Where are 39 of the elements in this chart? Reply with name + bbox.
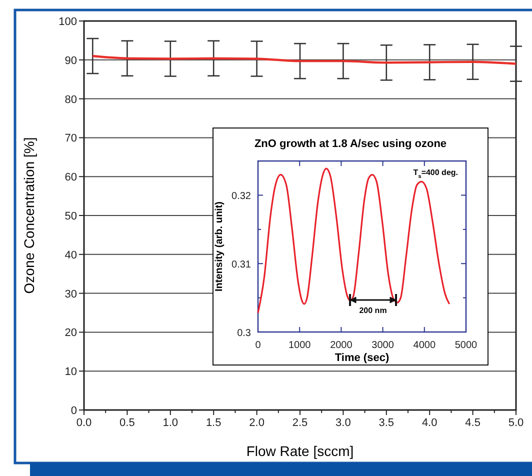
- annotation: 200 nm: [359, 306, 387, 315]
- x-tick-label: 4000: [413, 340, 436, 351]
- x-tick-label: 0.0: [76, 417, 92, 429]
- y-tick-label: 60: [64, 172, 77, 184]
- x-tick-label: 4.5: [465, 417, 480, 429]
- x-tick-label: 3.5: [378, 417, 394, 429]
- y-tick-label: 0.32: [232, 191, 252, 202]
- y-tick-label: 20: [64, 327, 77, 340]
- y-tick-label: 10: [64, 366, 77, 378]
- x-tick-label: 5.0: [508, 417, 524, 429]
- x-tick-label: 1000: [288, 340, 312, 351]
- y-tick-label: 0: [70, 405, 77, 417]
- x-tick-label: 2000: [330, 340, 353, 351]
- y-tick-label: 40: [64, 249, 77, 262]
- x-tick-label: 3000: [372, 340, 394, 351]
- y-tick-label: 30: [64, 288, 77, 300]
- x-tick-label: 4.0: [422, 417, 438, 429]
- x-tick-label: 5000: [454, 340, 478, 351]
- chart-title: ZnO growth at 1.8 A/sec using ozone: [254, 138, 447, 150]
- y-tick-label: 80: [64, 94, 77, 106]
- x-tick-label: 3.0: [336, 417, 351, 429]
- x-axis-title: Time (sec): [334, 352, 390, 364]
- x-tick-label: 0: [255, 340, 262, 351]
- y-tick-label: 0.3: [237, 328, 252, 339]
- x-tick-label: 1.5: [206, 417, 222, 429]
- y-tick-label: 70: [64, 132, 77, 145]
- y-tick-label: 50: [64, 210, 77, 222]
- y-axis-title: Intensity (arb. unit): [214, 202, 225, 292]
- x-tick-label: 0.5: [120, 417, 135, 429]
- y-axis-title: Ozone Concentration [%]: [21, 137, 37, 294]
- y-tick-label: 0.31: [232, 260, 252, 271]
- annotation: T$_{s}$=400 deg.: [413, 168, 458, 180]
- y-tick-label: 90: [64, 54, 77, 67]
- x-tick-label: 2.0: [249, 417, 264, 429]
- y-tick-label: 100: [58, 16, 77, 28]
- line-series: [92, 54, 518, 65]
- x-tick-label: 1.0: [162, 417, 178, 429]
- x-tick-label: 2.5: [292, 417, 308, 429]
- x-axis-title: Flow Rate [sccm]: [246, 443, 354, 459]
